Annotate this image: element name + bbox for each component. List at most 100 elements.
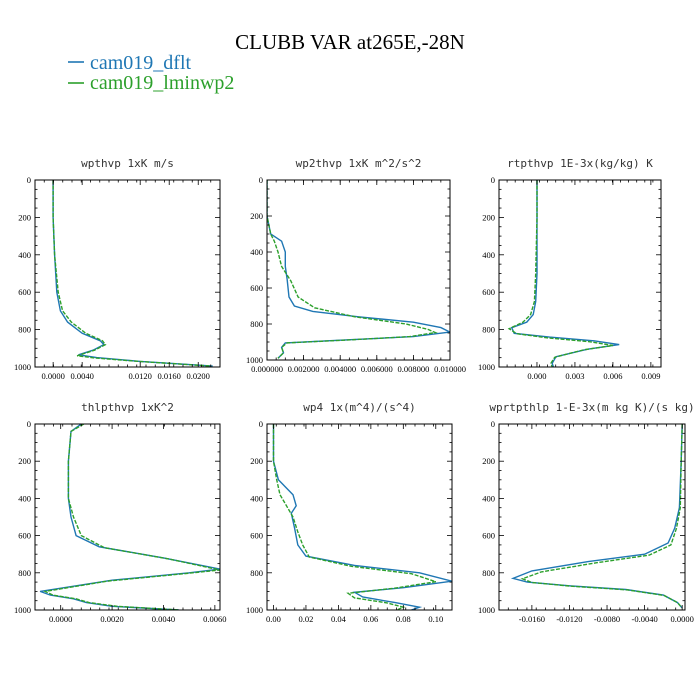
series-line-lminwp2 — [520, 424, 683, 609]
series-line-lminwp2 — [42, 424, 220, 610]
series-line-dflt — [39, 424, 220, 610]
x-tick-label: 0.08 — [396, 614, 411, 624]
legend-label-dflt: cam019_dflt — [90, 52, 192, 74]
y-tick-label: 200 — [250, 456, 263, 466]
x-tick-label: 0.0040 — [152, 614, 175, 624]
panel-4: thlpthvp 1xK^2 0 200 400 600 800 1000 0.0000 0.0… — [14, 401, 227, 624]
plot-frame — [266, 179, 451, 361]
x-tick-label: 0.0160 — [158, 371, 181, 381]
panel-title: wp2thvp 1xK m^2/s^2 — [296, 157, 422, 170]
x-tick-label: 0.0120 — [129, 371, 152, 381]
x-tick-label: 0.006000 — [361, 364, 393, 374]
y-tick-label: 600 — [18, 531, 31, 541]
y-tick-label: 1000 — [14, 605, 31, 615]
plot-frame — [34, 179, 221, 368]
y-tick-label: 200 — [482, 212, 495, 222]
x-tick-label: 0.000000 — [251, 364, 283, 374]
y-tick-label: 0 — [27, 419, 31, 429]
series-line-dflt — [510, 180, 620, 367]
y-tick-label: 400 — [482, 493, 495, 503]
y-tick-label: 1000 — [14, 362, 31, 372]
y-tick-label: 1000 — [246, 355, 263, 365]
panel-5: wp4 1x(m^4)/(s^4) 0 200 400 600 800 10000.00 0.… — [246, 401, 453, 624]
series-line-lminwp2 — [272, 424, 437, 610]
y-tick-label: 1000 — [246, 605, 263, 615]
y-tick-label: 800 — [18, 325, 31, 335]
y-tick-label: 600 — [18, 287, 31, 297]
plot-frame — [266, 423, 453, 611]
panel-title: rtpthvp 1E-3x(kg/kg) K — [507, 157, 653, 170]
y-tick-label: 200 — [250, 211, 263, 221]
y-tick-label: 800 — [250, 568, 263, 578]
x-tick-label: 0.010000 — [434, 364, 466, 374]
x-tick-label: 0.0000 — [670, 614, 693, 624]
panel-title: wprtpthlp 1-E-3x(m kg K)/(s kg) — [489, 401, 694, 414]
x-tick-label: 0.0040 — [70, 371, 93, 381]
x-tick-label: 0.008000 — [397, 364, 429, 374]
y-tick-label: 600 — [250, 283, 263, 293]
y-tick-label: 0 — [491, 175, 495, 185]
series-line-dflt — [267, 180, 450, 359]
x-tick-label: -0.0080 — [594, 614, 620, 624]
series-line-lminwp2 — [267, 180, 438, 359]
panel-1: wpthvp 1xK m/s 0 200 400 600 800 1000 0.0000 0.0… — [14, 157, 221, 381]
figure-title: CLUBB VAR at265E,-28N — [235, 30, 465, 54]
x-tick-label: 0.04 — [331, 614, 347, 624]
x-tick-label: 0.004000 — [324, 364, 356, 374]
x-tick-label: 0.006 — [603, 371, 622, 381]
y-tick-label: 0 — [491, 419, 495, 429]
y-tick-label: 400 — [482, 250, 495, 260]
x-tick-label: 0.00 — [266, 614, 281, 624]
panel-3: rtpthvp 1E-3x(kg/kg) K 0 200 400 600 800 1000 0… — [478, 157, 662, 381]
x-tick-label: 0.000 — [527, 371, 546, 381]
plot-frame — [34, 423, 221, 611]
x-tick-label: 0.0000 — [49, 614, 72, 624]
series-line-dflt — [52, 180, 213, 367]
x-tick-label: 0.06 — [363, 614, 378, 624]
panel-title: thlpthvp 1xK^2 — [81, 401, 174, 414]
y-tick-label: 200 — [18, 456, 31, 466]
y-tick-label: 800 — [18, 568, 31, 578]
y-tick-label: 0 — [259, 419, 263, 429]
y-tick-label: 800 — [250, 319, 263, 329]
panel-2: wp2thvp 1xK m^2/s^2020040060080010000.00… — [246, 157, 466, 374]
x-tick-label: 0.0200 — [187, 371, 210, 381]
legend: cam019_dflt cam019_lminwp2 — [68, 52, 234, 94]
y-tick-label: 800 — [482, 568, 495, 578]
series-line-lminwp2 — [52, 180, 212, 367]
x-tick-label: -0.0040 — [631, 614, 657, 624]
y-tick-label: 0 — [27, 175, 31, 185]
panel-title: wp4 1x(m^4)/(s^4) — [303, 401, 416, 414]
y-tick-label: 600 — [482, 531, 495, 541]
legend-label-lminwp2: cam019_lminwp2 — [90, 72, 234, 94]
y-tick-label: 600 — [250, 531, 263, 541]
series-line-dflt — [510, 424, 683, 609]
series-line-dflt — [272, 424, 452, 610]
x-tick-label: 0.02 — [299, 614, 314, 624]
x-tick-label: 0.0060 — [203, 614, 226, 624]
y-tick-label: 200 — [18, 212, 31, 222]
x-tick-label: -0.0160 — [519, 614, 545, 624]
y-tick-label: 0 — [259, 175, 263, 185]
panel-title: wpthvp 1xK m/s — [81, 157, 174, 170]
y-tick-label: 200 — [482, 456, 495, 466]
y-tick-label: 400 — [250, 493, 263, 503]
panel-6: wprtpthlp 1-E-3x(m kg K)/(s kg) 0 200 400 60… — [478, 401, 695, 624]
x-tick-label: 0.0020 — [100, 614, 123, 624]
y-tick-label: 400 — [250, 247, 263, 257]
series-line-lminwp2 — [507, 180, 614, 367]
y-tick-label: 600 — [482, 287, 495, 297]
y-tick-label: 1000 — [478, 605, 495, 615]
y-tick-label: 400 — [18, 250, 31, 260]
y-tick-label: 1000 — [478, 362, 495, 372]
y-tick-label: 400 — [18, 493, 31, 503]
x-tick-label: 0.003 — [565, 371, 584, 381]
y-tick-label: 800 — [482, 325, 495, 335]
x-tick-label: 0.0000 — [41, 371, 64, 381]
x-tick-label: 0.009 — [641, 371, 660, 381]
x-tick-label: -0.0120 — [556, 614, 582, 624]
x-tick-label: 0.10 — [428, 614, 443, 624]
x-tick-label: 0.002000 — [288, 364, 320, 374]
